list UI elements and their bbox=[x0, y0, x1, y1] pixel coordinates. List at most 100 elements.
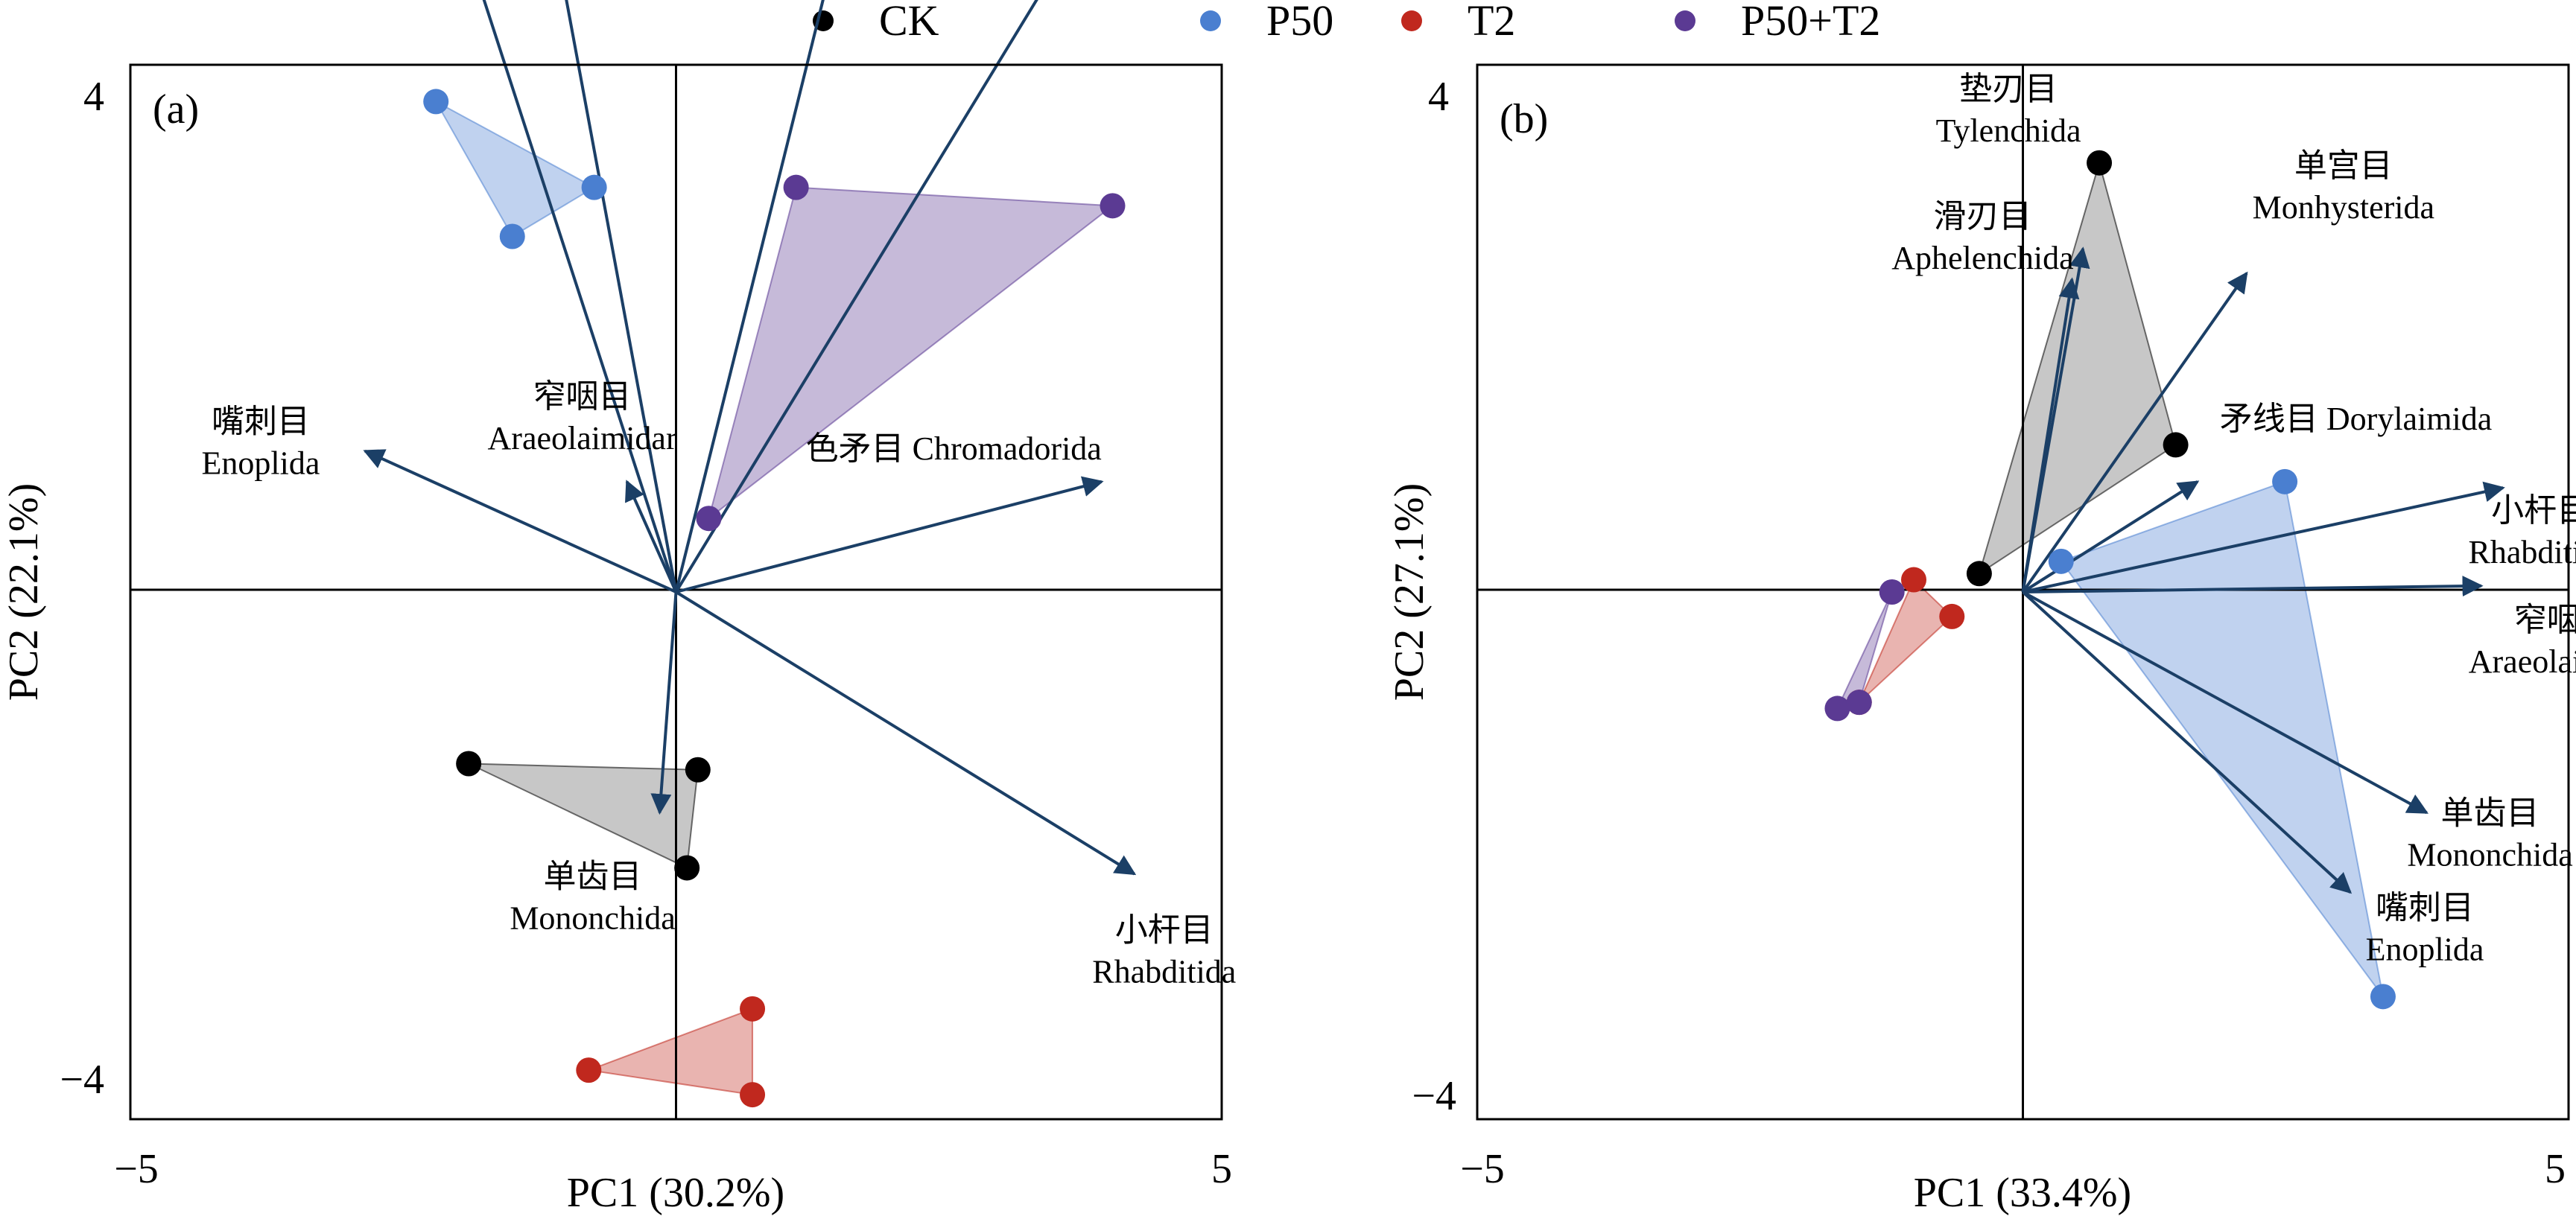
panel-b-loading-label-line: 垫刃目 bbox=[1959, 71, 2058, 107]
legend-label-ck: CK bbox=[879, 0, 939, 45]
panel-a-loading-label-line: Enoplida bbox=[202, 445, 320, 482]
panel-a-loading-label-enoplida: 嘴刺目 Enoplida bbox=[202, 404, 320, 482]
panel-b-loading-label-mononchida: 单齿目 Mononchida bbox=[2407, 795, 2572, 873]
legend-marker-t2 bbox=[1401, 10, 1422, 31]
legend-label-t2: T2 bbox=[1468, 0, 1515, 45]
panel-a-loading-label-chromadorida: 色矛目 Chromadorida bbox=[806, 430, 1102, 467]
panel-a-loadings: 单宫目 Monhysterida垫刃目 Tylenchida矛线目 Doryla… bbox=[202, 0, 1236, 990]
panel-a-loading-arrow-enoplida bbox=[363, 449, 677, 593]
panel-b-loading-label-line: 单齿目 bbox=[2441, 795, 2539, 831]
panel-b-loading-label-line: Aphelenchida bbox=[1891, 240, 2073, 276]
panel-b-loading-label-dorylaimida: 矛线目 Dorylaimida bbox=[2220, 401, 2492, 437]
panel-a-loading-arrow-mononchida bbox=[650, 591, 678, 815]
panel-a-hull-p50 bbox=[434, 99, 596, 238]
panel-a-frame bbox=[129, 63, 1223, 1121]
panel-b-loading-label-line: Monhysterida bbox=[2253, 189, 2434, 226]
panel-a-loading-label-line: 色矛目 Chromadorida bbox=[806, 430, 1102, 467]
panel-b-loading-label-line: Tylenchida bbox=[1936, 112, 2081, 149]
panel-a-point-t2 bbox=[740, 996, 766, 1022]
panel-a-point-p50 bbox=[499, 223, 525, 249]
panel-a-loading-label-line: 嘴刺目 bbox=[212, 404, 310, 440]
panel-b-loading-label-aphelenchida: 滑刃目 Aphelenchida bbox=[1891, 198, 2073, 276]
panel-a-x-axis-title: PC1 (30.2%) bbox=[567, 1170, 784, 1216]
panel-b-loading-arrow-rhabditida bbox=[2023, 481, 2505, 593]
panel-b-hull-t2 bbox=[1858, 578, 1953, 703]
panel-a-loading-arrow-araeolaimidar bbox=[625, 480, 678, 593]
panel-b-x-tick-left: −5 bbox=[1460, 1146, 1505, 1192]
panel-b-loading-label-araeolaimidar: 窄咽目 Araeolaimidar bbox=[2469, 602, 2576, 680]
panel-a-loading-label-araeolaimidar: 窄咽目 Araeolaimidar bbox=[488, 378, 677, 456]
panel-a-point-ck bbox=[674, 855, 700, 881]
panel-a-hull-p50-t2 bbox=[707, 186, 1115, 521]
panel-b-loading-arrow-monhysterida bbox=[2021, 271, 2248, 593]
panel-b-loading-label-rhabditida: 小杆目 Rhabditida bbox=[2469, 492, 2576, 570]
panel-a-loading-label-rhabditida: 小杆目 Rhabditida bbox=[1092, 912, 1236, 990]
legend: CK P50 T2 P50+T2 bbox=[813, 0, 1880, 45]
legend-item-p50-t2: P50+T2 bbox=[1675, 0, 1880, 45]
panel-a-loading-label-line: Mononchida bbox=[510, 900, 675, 936]
panel-a-point-t2 bbox=[576, 1057, 602, 1083]
panel-b-point-ck bbox=[2163, 432, 2189, 458]
panel-a-point-ck bbox=[685, 757, 711, 783]
panel-a-loading-label-line: 单齿目 bbox=[544, 858, 642, 894]
panel-b-loading-arrow-enoplida bbox=[2022, 591, 2353, 894]
panel-b-frame bbox=[1476, 63, 2570, 1121]
panel-a-loading-arrow-rhabditida bbox=[675, 591, 1137, 876]
panel-b-x-axis-title: PC1 (33.4%) bbox=[1914, 1170, 2131, 1216]
panel-a-point-t2 bbox=[740, 1082, 766, 1108]
panel-b-loading-arrow-mononchida bbox=[2022, 591, 2429, 815]
panel-b-loading-label-monhysterida: 单宫目 Monhysterida bbox=[2253, 147, 2434, 226]
legend-marker-p50-t2 bbox=[1675, 10, 1695, 31]
panel-b-x-tick-right: 5 bbox=[2545, 1146, 2566, 1192]
panel-a-x-tick-right: 5 bbox=[1211, 1146, 1232, 1192]
panel-a-loading-arrow-monhysterida bbox=[565, 0, 678, 593]
panel-b-hulls bbox=[1836, 160, 2384, 997]
panel-a-hull-t2 bbox=[586, 1008, 754, 1096]
panel-a: 单宫目 Monhysterida垫刃目 Tylenchida矛线目 Doryla… bbox=[1, 0, 1236, 1216]
panel-a-loading-arrow-dorylaimida bbox=[674, 0, 825, 593]
panel-a-hulls bbox=[434, 99, 1115, 1096]
legend-item-t2: T2 bbox=[1401, 0, 1515, 45]
panel-a-loading-arrow-aphelenchida bbox=[674, 0, 1038, 593]
panel-b-loading-label-line: 滑刃目 bbox=[1933, 198, 2031, 235]
legend-label-p50: P50 bbox=[1266, 0, 1333, 45]
panel-b-loading-arrow-dorylaimida bbox=[2022, 480, 2200, 593]
panel-a-y-axis-title: PC2 (22.1%) bbox=[1, 483, 47, 701]
panel-a-y-tick-bottom: −4 bbox=[60, 1057, 104, 1103]
panel-a-loading-arrow-tylenchida bbox=[482, 0, 678, 593]
panel-a-x-tick-left: −5 bbox=[114, 1146, 159, 1192]
panel-b-y-tick-top: 4 bbox=[1428, 74, 1449, 120]
panel-b-points bbox=[1824, 150, 2396, 1010]
panel-b-point-ck bbox=[2087, 150, 2113, 176]
panel-b: 垫刃目 Tylenchida 滑刃目 Aphelenchida 单宫目 Monhyster… bbox=[1386, 63, 2576, 1216]
legend-label-p50-t2: P50+T2 bbox=[1741, 0, 1880, 45]
legend-item-ck: CK bbox=[813, 0, 939, 45]
panel-b-point-p50 bbox=[2272, 468, 2298, 494]
panel-a-loading-label-mononchida: 单齿目 Mononchida bbox=[510, 858, 675, 936]
panel-b-point-p50-t2 bbox=[1846, 690, 1872, 716]
panel-b-loading-label-line: 小杆目 bbox=[2491, 492, 2576, 529]
panel-b-loading-label-enoplida: 嘴刺目 Enoplida bbox=[2366, 889, 2484, 967]
panel-b-loading-label-line: 单宫目 bbox=[2294, 147, 2393, 184]
panel-a-tag: (a) bbox=[153, 86, 199, 133]
panel-a-loading-label-line: 窄咽目 bbox=[533, 378, 632, 415]
panel-a-point-p50-t2 bbox=[1100, 193, 1126, 219]
panel-a-hull-ck bbox=[468, 763, 699, 869]
panel-a-point-p50 bbox=[423, 89, 449, 115]
panel-a-loading-arrow-chromadorida bbox=[675, 476, 1104, 593]
panel-b-y-axis-title: PC2 (27.1%) bbox=[1386, 483, 1433, 701]
panel-b-loading-label-tylenchida: 垫刃目 Tylenchida bbox=[1936, 71, 2081, 149]
panel-a-point-ck bbox=[456, 751, 482, 777]
panel-b-loading-arrow-araeolaimidar bbox=[2023, 576, 2484, 597]
panel-b-point-t2 bbox=[1939, 603, 1965, 629]
panel-b-loading-arrow-aphelenchida bbox=[2021, 277, 2080, 593]
panel-b-loading-label-line: Mononchida bbox=[2407, 836, 2572, 873]
panel-a-loading-label-line: 小杆目 bbox=[1115, 912, 1214, 949]
panel-b-loading-label-line: Enoplida bbox=[2366, 931, 2484, 967]
panel-b-point-p50-t2 bbox=[1879, 579, 1905, 605]
panel-b-loading-label-line: 嘴刺目 bbox=[2376, 889, 2474, 926]
panel-a-y-tick-top: 4 bbox=[83, 74, 104, 120]
panel-b-point-ck bbox=[1966, 561, 1992, 587]
panel-b-hull-ck bbox=[1978, 160, 2177, 576]
